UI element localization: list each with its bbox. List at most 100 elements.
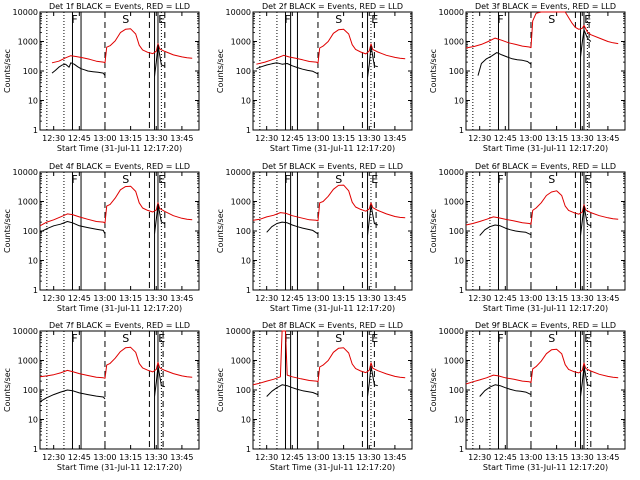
y-tick-label: 10000 [439,8,464,17]
interval-marker-label: E [158,332,165,345]
x-tick-label: 13:00 [519,134,542,143]
x-axis-title: Start Time (31-Jul-11 12:17:20) [483,144,608,153]
y-tick-label: 10000 [13,8,38,17]
y-tick-label: 10000 [226,168,251,177]
interval-marker-label: F [497,173,503,186]
events-series-line [367,45,378,78]
lld-series-line [252,330,406,386]
interval-marker-label: E [158,13,165,26]
interval-marker-label: E [371,332,378,345]
plot-frame [465,330,626,450]
detector-panel: Det 7f BLACK = Events, RED = LLD 1 10 100 10… [3,321,200,472]
x-tick-label: 12:30 [468,453,491,462]
panel-title: Det 7f BLACK = Events, RED = LLD [49,321,190,330]
y-tick-label: 10000 [13,327,38,336]
plot-frame [252,11,413,131]
x-tick-label: 13:45 [170,294,193,303]
x-tick-label: 13:15 [332,134,355,143]
lld-series-line [256,28,406,65]
panel-title: Det 3f BLACK = Events, RED = LLD [475,2,616,11]
lld-series-line [465,11,619,49]
plot-frame [252,330,413,450]
y-tick-label: 1000 [18,357,38,366]
x-tick-label: 13:30 [145,294,168,303]
interval-marker-label: E [584,173,591,186]
events-series-line [479,384,532,397]
x-tick-label: 13:30 [571,294,594,303]
x-tick-label: 13:45 [383,134,406,143]
y-axis-title: Counts/sec [216,368,225,412]
detector-panel: Det 9f BLACK = Events, RED = LLD 1 10 100 10… [429,321,626,472]
interval-marker-label: S [122,332,129,345]
y-tick-label: 1 [459,445,464,454]
interval-marker-label: F [497,332,503,345]
y-tick-label: 1 [33,445,38,454]
x-tick-label: 13:00 [93,453,116,462]
x-tick-label: 13:30 [145,453,168,462]
plot-frame [39,330,200,450]
y-tick-label: 1000 [444,38,464,47]
detector-panel: Det 3f BLACK = Events, RED = LLD 1 10 100 10… [429,2,626,153]
x-tick-label: 13:30 [358,134,381,143]
x-tick-label: 13:15 [545,294,568,303]
x-tick-label: 13:00 [519,453,542,462]
x-tick-label: 13:45 [170,453,193,462]
y-tick-label: 10 [28,97,38,106]
plot-frame [39,171,200,291]
x-tick-label: 13:15 [119,294,142,303]
lld-series-line [465,348,619,385]
y-axis-title: Counts/sec [429,49,438,93]
interval-marker-label: F [497,13,503,26]
interval-marker-label: F [284,332,290,345]
events-series-line [580,365,591,397]
y-tick-label: 10 [28,416,38,425]
interval-marker-label: F [71,13,77,26]
y-tick-label: 1 [459,126,464,135]
y-tick-label: 1 [459,286,464,295]
panel-title: Det 2f BLACK = Events, RED = LLD [262,2,403,11]
interval-marker-label: S [548,13,555,26]
y-tick-label: 100 [449,386,464,395]
y-tick-label: 100 [23,227,38,236]
y-tick-label: 10 [241,97,251,106]
x-tick-label: 12:45 [281,134,304,143]
x-tick-label: 13:45 [383,453,406,462]
interval-marker-label: S [548,173,555,186]
y-tick-label: 10 [454,97,464,106]
events-series-line [51,62,106,76]
y-tick-label: 1000 [231,198,251,207]
y-tick-label: 100 [449,227,464,236]
panel-title: Det 5f BLACK = Events, RED = LLD [262,162,403,171]
detector-panel: Det 6f BLACK = Events, RED = LLD 1 10 100 10… [429,162,626,313]
x-axis-title: Start Time (31-Jul-11 12:17:20) [270,304,395,313]
interval-marker-label: F [284,13,290,26]
y-tick-label: 1 [246,445,251,454]
y-axis-title: Counts/sec [216,49,225,93]
interval-marker-label: F [284,173,290,186]
x-tick-label: 13:30 [145,134,168,143]
y-tick-label: 10000 [439,327,464,336]
y-tick-label: 100 [449,67,464,76]
x-axis-title: Start Time (31-Jul-11 12:17:20) [270,144,395,153]
x-tick-label: 13:15 [332,453,355,462]
lld-series-line [51,28,193,64]
x-axis-title: Start Time (31-Jul-11 12:17:20) [483,304,608,313]
events-series-line [154,365,165,397]
interval-marker-label: E [371,173,378,186]
x-tick-label: 12:30 [42,453,65,462]
y-tick-label: 100 [236,67,251,76]
y-tick-label: 100 [236,386,251,395]
y-tick-label: 100 [23,67,38,76]
x-tick-label: 13:00 [93,294,116,303]
x-tick-label: 13:30 [571,134,594,143]
panel-title: Det 4f BLACK = Events, RED = LLD [49,162,190,171]
interval-marker-label: S [122,13,129,26]
y-tick-label: 1 [246,286,251,295]
x-tick-label: 13:15 [119,134,142,143]
detector-panel: Det 8f BLACK = Events, RED = LLD 1 10 100 10… [216,321,413,472]
x-tick-label: 13:00 [306,453,329,462]
plot-frame [465,171,626,291]
events-series-line [367,365,378,397]
y-tick-label: 1000 [444,198,464,207]
